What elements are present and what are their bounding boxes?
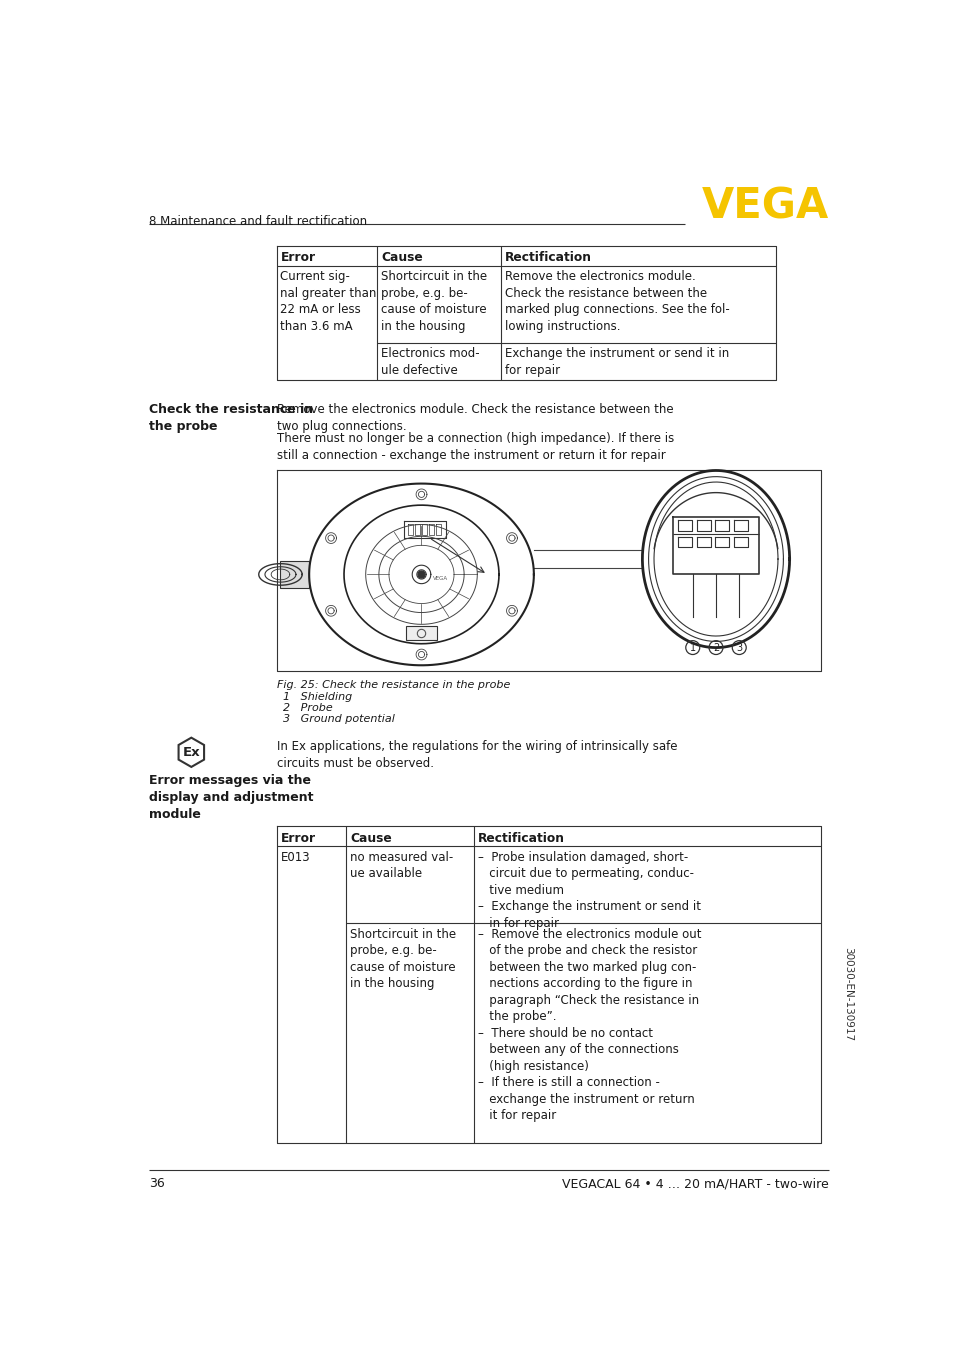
Text: There must no longer be a connection (high impedance). If there is
still a conne: There must no longer be a connection (hi… <box>276 432 673 462</box>
Text: VEGA: VEGA <box>701 185 828 227</box>
Text: 3   Ground potential: 3 Ground potential <box>282 714 395 724</box>
Text: Remove the electronics module.
Check the resistance between the
marked plug conn: Remove the electronics module. Check the… <box>505 271 729 333</box>
Text: E013: E013 <box>280 850 310 864</box>
Text: Fig. 25: Check the resistance in the probe: Fig. 25: Check the resistance in the pro… <box>276 680 510 691</box>
Text: Rectification: Rectification <box>505 250 592 264</box>
Text: Ex: Ex <box>182 746 200 758</box>
Text: Shortcircuit in the
probe, e.g. be-
cause of moisture
in the housing: Shortcircuit in the probe, e.g. be- caus… <box>381 271 487 333</box>
Text: Cause: Cause <box>350 831 392 845</box>
Bar <box>406 627 436 640</box>
Text: 2: 2 <box>712 643 719 653</box>
Text: –  Remove the electronics module out
   of the probe and check the resistor
   b: – Remove the electronics module out of t… <box>477 927 700 1122</box>
Text: 1   Shielding: 1 Shielding <box>282 692 352 703</box>
Text: Error messages via the
display and adjustment
module: Error messages via the display and adjus… <box>149 774 313 821</box>
Text: VEGA: VEGA <box>433 575 448 581</box>
Text: Electronics mod-
ule defective: Electronics mod- ule defective <box>381 347 479 376</box>
Text: Cause: Cause <box>381 250 422 264</box>
Text: Shortcircuit in the
probe, e.g. be-
cause of moisture
in the housing: Shortcircuit in the probe, e.g. be- caus… <box>350 927 456 990</box>
Text: In Ex applications, the regulations for the wiring of intrinsically safe
circuit: In Ex applications, the regulations for … <box>276 741 677 770</box>
Text: Exchange the instrument or send it in
for repair: Exchange the instrument or send it in fo… <box>505 347 729 376</box>
Text: 8 Maintenance and fault rectification: 8 Maintenance and fault rectification <box>149 215 367 227</box>
Text: 1: 1 <box>689 643 695 653</box>
Text: 2   Probe: 2 Probe <box>282 703 333 714</box>
Text: Check the resistance in
the probe: Check the resistance in the probe <box>149 402 313 433</box>
Text: 30030-EN-130917: 30030-EN-130917 <box>841 946 852 1041</box>
Text: no measured val-
ue available: no measured val- ue available <box>350 850 453 880</box>
Text: 3: 3 <box>736 643 741 653</box>
Text: 36: 36 <box>149 1178 164 1190</box>
Bar <box>276 471 821 670</box>
Text: Rectification: Rectification <box>477 831 564 845</box>
Text: Error: Error <box>280 831 315 845</box>
Text: Error: Error <box>280 250 315 264</box>
Bar <box>280 561 309 588</box>
Text: Current sig-
nal greater than
22 mA or less
than 3.6 mA: Current sig- nal greater than 22 mA or l… <box>280 271 376 333</box>
Text: –  Probe insulation damaged, short-
   circuit due to permeating, conduc-
   tiv: – Probe insulation damaged, short- circu… <box>477 850 700 930</box>
Text: Remove the electronics module. Check the resistance between the
two plug connect: Remove the electronics module. Check the… <box>276 402 673 433</box>
Text: VEGACAL 64 • 4 … 20 mA/HART - two-wire: VEGACAL 64 • 4 … 20 mA/HART - two-wire <box>562 1178 828 1190</box>
